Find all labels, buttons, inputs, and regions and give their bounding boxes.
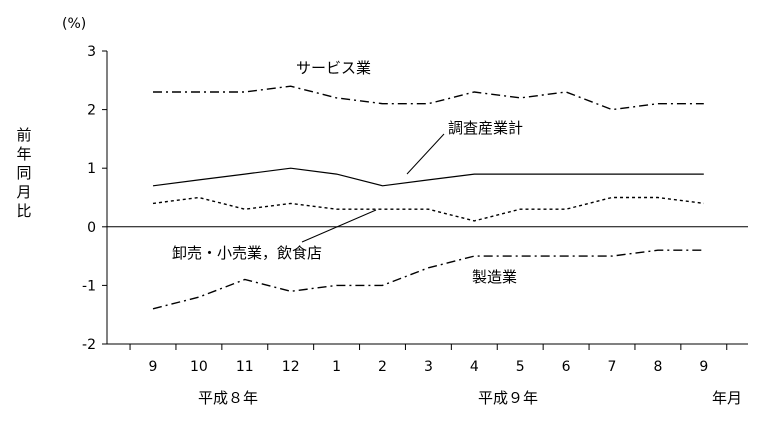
y-axis-label-char-3: 月 <box>16 183 32 201</box>
x-axis-label: 年月 <box>712 389 742 407</box>
y-tick-label: 3 <box>87 44 96 60</box>
x-tick-label: 7 <box>608 359 617 375</box>
y-axis-label-char-0: 前 <box>16 126 32 144</box>
year-label-h9: 平成９年 <box>478 389 538 407</box>
y-axis-label-char-1: 年 <box>16 145 32 163</box>
leader-line-total <box>406 133 445 175</box>
series-label-2: 卸売・小売業，飲食店 <box>172 244 322 262</box>
x-tick-label: 1 <box>332 359 341 375</box>
y-tick-label: -1 <box>82 278 96 294</box>
series-lines <box>152 85 704 310</box>
x-tick-label: 8 <box>653 359 662 375</box>
y-tick-label: -2 <box>82 337 96 353</box>
x-tick-label: 4 <box>470 359 479 375</box>
unit-label: (%) <box>62 16 86 32</box>
axes <box>102 50 748 350</box>
y-axis-label: 前年同月比 <box>14 126 34 221</box>
x-tick-label: 2 <box>378 359 387 375</box>
x-tick-label: 12 <box>282 359 300 375</box>
y-tick-label: 2 <box>87 103 96 119</box>
y-tick-label: 0 <box>87 220 96 236</box>
y-axis-label-char-4: 比 <box>16 202 32 220</box>
series-label-1: 調査産業計 <box>448 119 523 137</box>
leader-line-retail <box>301 209 377 243</box>
series-line-3 <box>152 249 704 310</box>
x-tick-label: 9 <box>699 359 708 375</box>
series-line-0 <box>153 85 704 111</box>
series-label-0: サービス業 <box>296 59 371 77</box>
x-tick-label: 5 <box>516 359 525 375</box>
y-tick-label: 1 <box>87 161 96 177</box>
x-tick-label: 11 <box>236 359 254 375</box>
x-tick-label: 6 <box>562 359 571 375</box>
x-tick-label: 9 <box>149 359 158 375</box>
year-label-h8: 平成８年 <box>198 389 258 407</box>
x-tick-label: 10 <box>190 359 208 375</box>
series-line-2 <box>152 196 704 222</box>
series-line-1 <box>152 167 704 187</box>
x-tick-label: 3 <box>424 359 433 375</box>
series-label-3: 製造業 <box>472 268 517 286</box>
y-axis-label-char-2: 同 <box>16 164 32 182</box>
